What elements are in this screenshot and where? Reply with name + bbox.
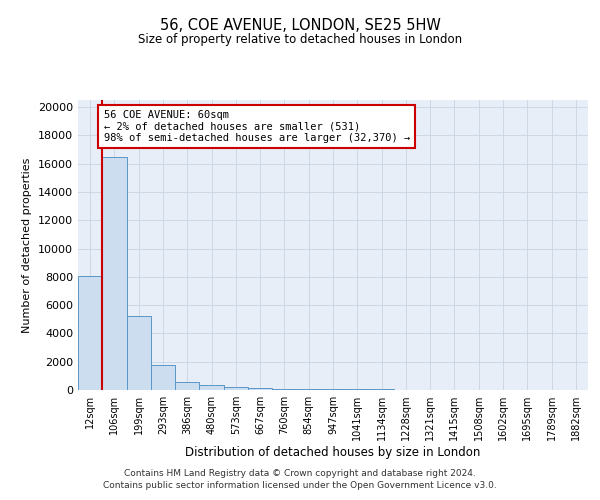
Text: Contains HM Land Registry data © Crown copyright and database right 2024.: Contains HM Land Registry data © Crown c…: [124, 468, 476, 477]
Bar: [175, 382, 199, 390]
Bar: [248, 388, 272, 390]
Bar: [321, 389, 345, 390]
Bar: [102, 156, 127, 390]
Bar: [78, 276, 102, 390]
X-axis label: Distribution of detached houses by size in London: Distribution of detached houses by size …: [185, 446, 481, 459]
Bar: [224, 387, 248, 390]
Text: 56, COE AVENUE, LONDON, SE25 5HW: 56, COE AVENUE, LONDON, SE25 5HW: [160, 18, 440, 32]
Text: Size of property relative to detached houses in London: Size of property relative to detached ho…: [138, 32, 462, 46]
Bar: [199, 385, 224, 390]
Y-axis label: Number of detached properties: Number of detached properties: [22, 158, 32, 332]
Text: 56 COE AVENUE: 60sqm
← 2% of detached houses are smaller (531)
98% of semi-detac: 56 COE AVENUE: 60sqm ← 2% of detached ho…: [104, 110, 410, 143]
Text: Contains public sector information licensed under the Open Government Licence v3: Contains public sector information licen…: [103, 481, 497, 490]
Bar: [272, 388, 296, 390]
Bar: [296, 389, 321, 390]
Bar: [127, 316, 151, 390]
Bar: [151, 365, 175, 390]
